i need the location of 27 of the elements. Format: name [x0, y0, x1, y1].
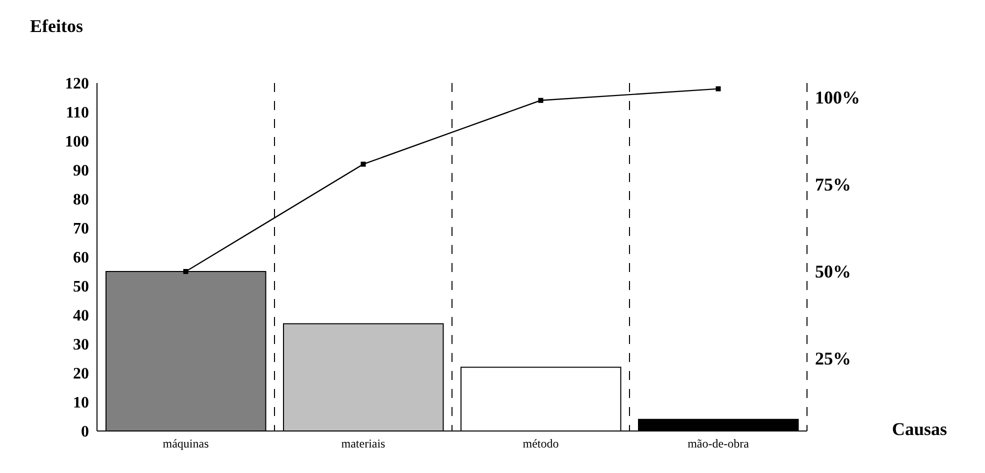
point [716, 86, 721, 92]
y-tick-label: 0 [81, 424, 89, 441]
x-tick-label: materiais [341, 436, 386, 451]
y2-tick-label: 25% [815, 348, 851, 368]
y-tick-label: 70 [73, 220, 89, 238]
y-tick-label: 10 [73, 394, 89, 412]
y-tick-label: 50 [73, 278, 89, 296]
y-tick-label: 40 [73, 308, 89, 325]
y2-tick-label: 50% [815, 261, 851, 282]
point [538, 98, 544, 103]
x-tick-label: mão-de-obra [688, 436, 750, 451]
y2-tick-label: 75% [815, 174, 851, 194]
y-tick-label: 30 [73, 336, 89, 354]
y-tick-label: 100 [65, 134, 89, 151]
y-tick-label: 110 [66, 104, 89, 122]
y-tick-label: 20 [73, 366, 89, 383]
point [183, 269, 188, 274]
x-tick-label: máquinas [162, 436, 210, 451]
point [360, 162, 366, 167]
y-tick-label: 90 [73, 162, 89, 180]
y2-tick-label: 100% [815, 87, 860, 108]
y-axis-title: Efeitos [30, 16, 83, 37]
y-tick-label: 80 [73, 192, 89, 209]
y-tick-label: 120 [65, 76, 89, 93]
x-axis-title: Causas [892, 419, 948, 440]
x-tick-label: método [522, 436, 559, 451]
y-tick-label: 60 [73, 250, 89, 267]
